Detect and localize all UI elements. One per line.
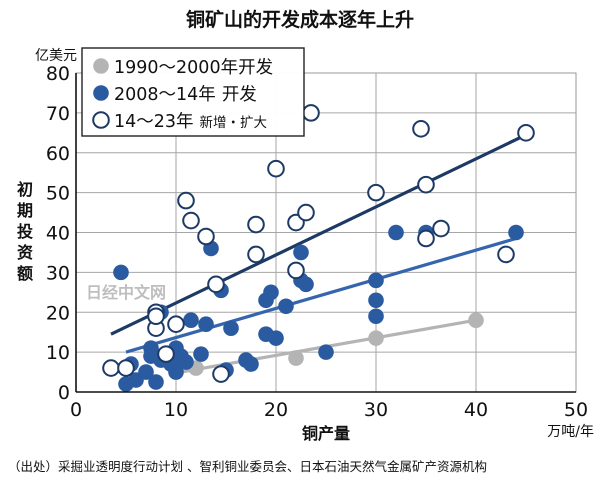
x-tick-label: 30 [364,399,388,421]
tick-labels: 0 10 20 30 40 50 60 70 80 0 10 20 30 40 50 [46,63,588,421]
legend-marker [92,111,110,129]
data-point [102,359,120,377]
data-point [167,315,185,334]
data-point [138,364,154,380]
y-tick-label: 0 [58,382,70,404]
legend-marker [93,85,109,101]
data-point [247,245,265,264]
data-point [147,307,165,326]
x-tick-label: 40 [464,399,488,421]
x-tick-label: 0 [70,399,82,421]
data-point [193,346,209,362]
data-point [288,350,304,366]
y-axis-label-char: 额 [17,264,33,283]
data-point [267,159,285,178]
data-point [497,245,515,264]
axes [75,73,576,393]
legend-label: 1990～2000年开发 [114,58,273,78]
y-axis-label-char: 资 [17,243,33,262]
y-tick-label: 80 [46,63,70,85]
data-point [368,330,384,346]
trend-line [110,133,527,336]
data-point [197,227,215,246]
legend: 1990～2000年开发 2008～14年 开发 14～23年 新增・扩大 [81,47,305,137]
y-axis-label-char: 期 [17,201,33,220]
legend-marker [93,58,109,74]
data-point [168,364,184,380]
y-tick-label: 20 [46,302,70,324]
y-tick-label: 10 [46,342,70,364]
watermark: 日经中文网 [86,283,166,302]
data-point [113,264,129,281]
data-point [117,359,135,377]
data-point [287,261,305,280]
data-point [417,175,435,194]
data-point [177,191,195,210]
data-point [178,354,194,370]
data-point [388,224,404,241]
data-point [263,284,279,301]
legend-box [81,47,305,137]
data-point [243,356,259,372]
data-point [368,272,384,289]
x-tick-label: 10 [164,399,188,421]
legend-label: 14～23年 新增・扩大 [114,112,267,132]
data-point [368,308,384,325]
data-point [412,120,430,138]
data-point [468,312,484,329]
data-point [297,203,315,222]
data-point [517,124,535,142]
data-point [212,365,230,383]
y-axis-label-char: 初 [17,180,33,199]
data-point [417,229,435,248]
x-axis-unit: 万吨/年 [547,424,594,440]
y-axis-unit: 亿美元 [35,48,77,64]
y-tick-label: 50 [46,183,70,205]
trend-line [125,236,517,354]
chart-title: 铜矿山的开发成本逐年上升 [186,8,414,31]
data-point [302,104,320,122]
data-point [318,344,334,360]
data-point [247,215,265,234]
data-point [293,244,309,261]
data-point [368,292,384,309]
y-axis-label-char: 投 [17,222,33,241]
data-point [148,374,164,390]
legend-label: 2008～14年 开发 [114,85,257,105]
data-point [207,275,225,294]
data-point [182,211,200,230]
source-note: （出处）采掘业透明度行动计划 、智利铜业委员会、日本石油天然气金属矿产资源机构 [8,459,487,474]
data-point [223,320,239,337]
y-tick-label: 70 [46,103,70,125]
y-tick-label: 30 [46,262,70,284]
y-tick-label: 60 [46,143,70,165]
x-tick-label: 20 [264,399,288,421]
y-tick-label: 40 [46,223,70,245]
data-point [367,183,385,202]
x-tick-label: 50 [564,399,588,421]
data-point [183,312,199,329]
data-point [278,298,294,315]
trend-lines [110,133,527,374]
data-point [432,219,450,238]
x-axis-label: 铜产量 [302,424,350,443]
data-point [268,330,284,346]
data-points [102,104,535,392]
data-point [508,224,524,241]
data-point [157,345,175,363]
data-point [298,276,314,293]
data-point [198,316,214,333]
